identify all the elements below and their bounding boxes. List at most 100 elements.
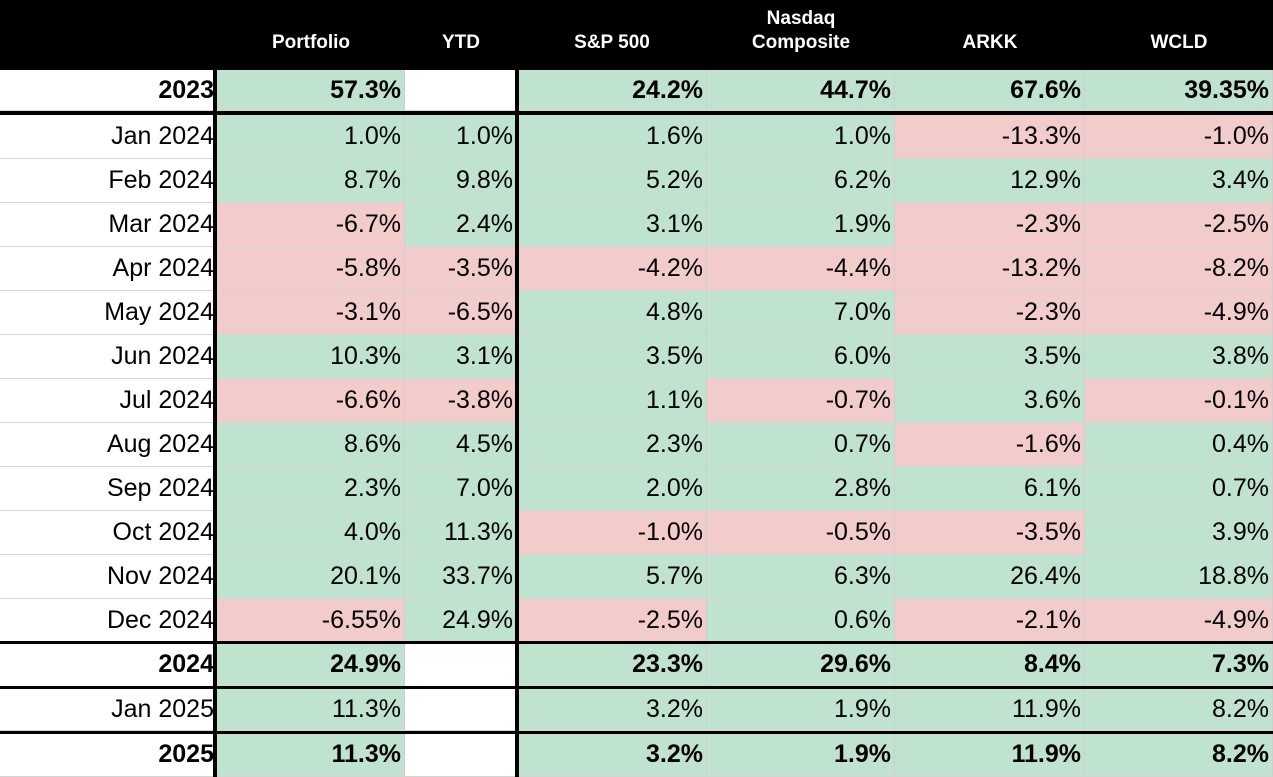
header-portfolio: Portfolio [217, 0, 405, 64]
row-label: Jun 2024 [0, 335, 217, 379]
cell-arkk: -2.1% [895, 599, 1085, 643]
cell-sp500: 23.3% [517, 643, 707, 687]
divider-line [0, 731, 1273, 734]
cell-ytd: -6.5% [405, 291, 517, 335]
cell-nasdaq: 2.8% [707, 467, 895, 511]
cell-wcld: -4.9% [1085, 599, 1273, 643]
cell-arkk: -13.2% [895, 247, 1085, 291]
cell-arkk: 26.4% [895, 555, 1085, 599]
cell-nasdaq: -0.5% [707, 511, 895, 555]
cell-wcld: -4.9% [1085, 291, 1273, 335]
cell-sp500: 24.2% [517, 70, 707, 111]
cell-wcld: -2.5% [1085, 203, 1273, 247]
cell-ytd: 9.8% [405, 159, 517, 203]
column-divider [213, 70, 217, 777]
cell-portfolio: 2.3% [217, 467, 405, 511]
cell-wcld: 3.4% [1085, 159, 1273, 203]
cell-wcld: 8.2% [1085, 733, 1273, 777]
cell-portfolio: -3.1% [217, 291, 405, 335]
cell-portfolio: 10.3% [217, 335, 405, 379]
cell-portfolio: 4.0% [217, 511, 405, 555]
row-label: Dec 2024 [0, 599, 217, 643]
cell-nasdaq: 6.3% [707, 555, 895, 599]
cell-wcld: 3.8% [1085, 335, 1273, 379]
cell-portfolio: 20.1% [217, 555, 405, 599]
row-label: Jul 2024 [0, 379, 217, 423]
cell-nasdaq: -4.4% [707, 247, 895, 291]
cell-sp500: 1.6% [517, 115, 707, 159]
divider-line [0, 111, 1273, 115]
cell-nasdaq: 1.0% [707, 115, 895, 159]
header-sp500: S&P 500 [517, 0, 707, 64]
cell-nasdaq: 0.7% [707, 423, 895, 467]
cell-wcld: 0.4% [1085, 423, 1273, 467]
cell-sp500: 2.0% [517, 467, 707, 511]
cell-wcld: 8.2% [1085, 689, 1273, 731]
row-label: Mar 2024 [0, 203, 217, 247]
cell-sp500: 2.3% [517, 423, 707, 467]
cell-portfolio: -6.55% [217, 599, 405, 643]
divider-line [0, 686, 1273, 689]
cell-portfolio: 57.3% [217, 70, 405, 111]
cell-sp500: 3.2% [517, 689, 707, 731]
cell-arkk: 12.9% [895, 159, 1085, 203]
cell-ytd: 3.1% [405, 335, 517, 379]
cell-sp500: 3.5% [517, 335, 707, 379]
row-label: Apr 2024 [0, 247, 217, 291]
cell-sp500: 4.8% [517, 291, 707, 335]
cell-sp500: 5.2% [517, 159, 707, 203]
cell-arkk: -1.6% [895, 423, 1085, 467]
cell-sp500: 5.7% [517, 555, 707, 599]
cell-sp500: -4.2% [517, 247, 707, 291]
cell-portfolio: 8.7% [217, 159, 405, 203]
cell-ytd: 1.0% [405, 115, 517, 159]
cell-portfolio: 8.6% [217, 423, 405, 467]
cell-nasdaq: 0.6% [707, 599, 895, 643]
cell-wcld: 0.7% [1085, 467, 1273, 511]
row-label: 2024 [0, 643, 217, 687]
cell-wcld: -1.0% [1085, 115, 1273, 159]
cell-nasdaq: 29.6% [707, 643, 895, 687]
header-arkk: ARKK [895, 0, 1085, 64]
cell-arkk: 3.5% [895, 335, 1085, 379]
cell-ytd [405, 70, 517, 111]
row-label: Nov 2024 [0, 555, 217, 599]
cell-ytd [405, 733, 517, 777]
cell-portfolio: 1.0% [217, 115, 405, 159]
cell-wcld: 3.9% [1085, 511, 1273, 555]
row-label: 2025 [0, 733, 217, 777]
cell-wcld: -8.2% [1085, 247, 1273, 291]
cell-arkk: -2.3% [895, 203, 1085, 247]
cell-nasdaq: 6.2% [707, 159, 895, 203]
header-label [0, 0, 217, 64]
cell-ytd [405, 643, 517, 687]
cell-wcld: 39.35% [1085, 70, 1273, 111]
divider-line [0, 64, 1273, 70]
cell-sp500: -2.5% [517, 599, 707, 643]
cell-ytd: 24.9% [405, 599, 517, 643]
cell-portfolio: -6.7% [217, 203, 405, 247]
cell-ytd: 2.4% [405, 203, 517, 247]
cell-ytd: 33.7% [405, 555, 517, 599]
cell-portfolio: -6.6% [217, 379, 405, 423]
cell-nasdaq: 44.7% [707, 70, 895, 111]
row-label: Oct 2024 [0, 511, 217, 555]
row-label: Aug 2024 [0, 423, 217, 467]
cell-arkk: -13.3% [895, 115, 1085, 159]
row-label: Sep 2024 [0, 467, 217, 511]
cell-wcld: 7.3% [1085, 643, 1273, 687]
cell-wcld: -0.1% [1085, 379, 1273, 423]
header-ytd: YTD [405, 0, 517, 64]
row-label: May 2024 [0, 291, 217, 335]
row-label: Jan 2024 [0, 115, 217, 159]
cell-ytd: 11.3% [405, 511, 517, 555]
cell-portfolio: 24.9% [217, 643, 405, 687]
cell-ytd: -3.5% [405, 247, 517, 291]
cell-portfolio: 11.3% [217, 733, 405, 777]
cell-nasdaq: 1.9% [707, 733, 895, 777]
cell-nasdaq: -0.7% [707, 379, 895, 423]
row-label: Jan 2025 [0, 689, 217, 731]
cell-nasdaq: 6.0% [707, 335, 895, 379]
cell-sp500: 3.1% [517, 203, 707, 247]
